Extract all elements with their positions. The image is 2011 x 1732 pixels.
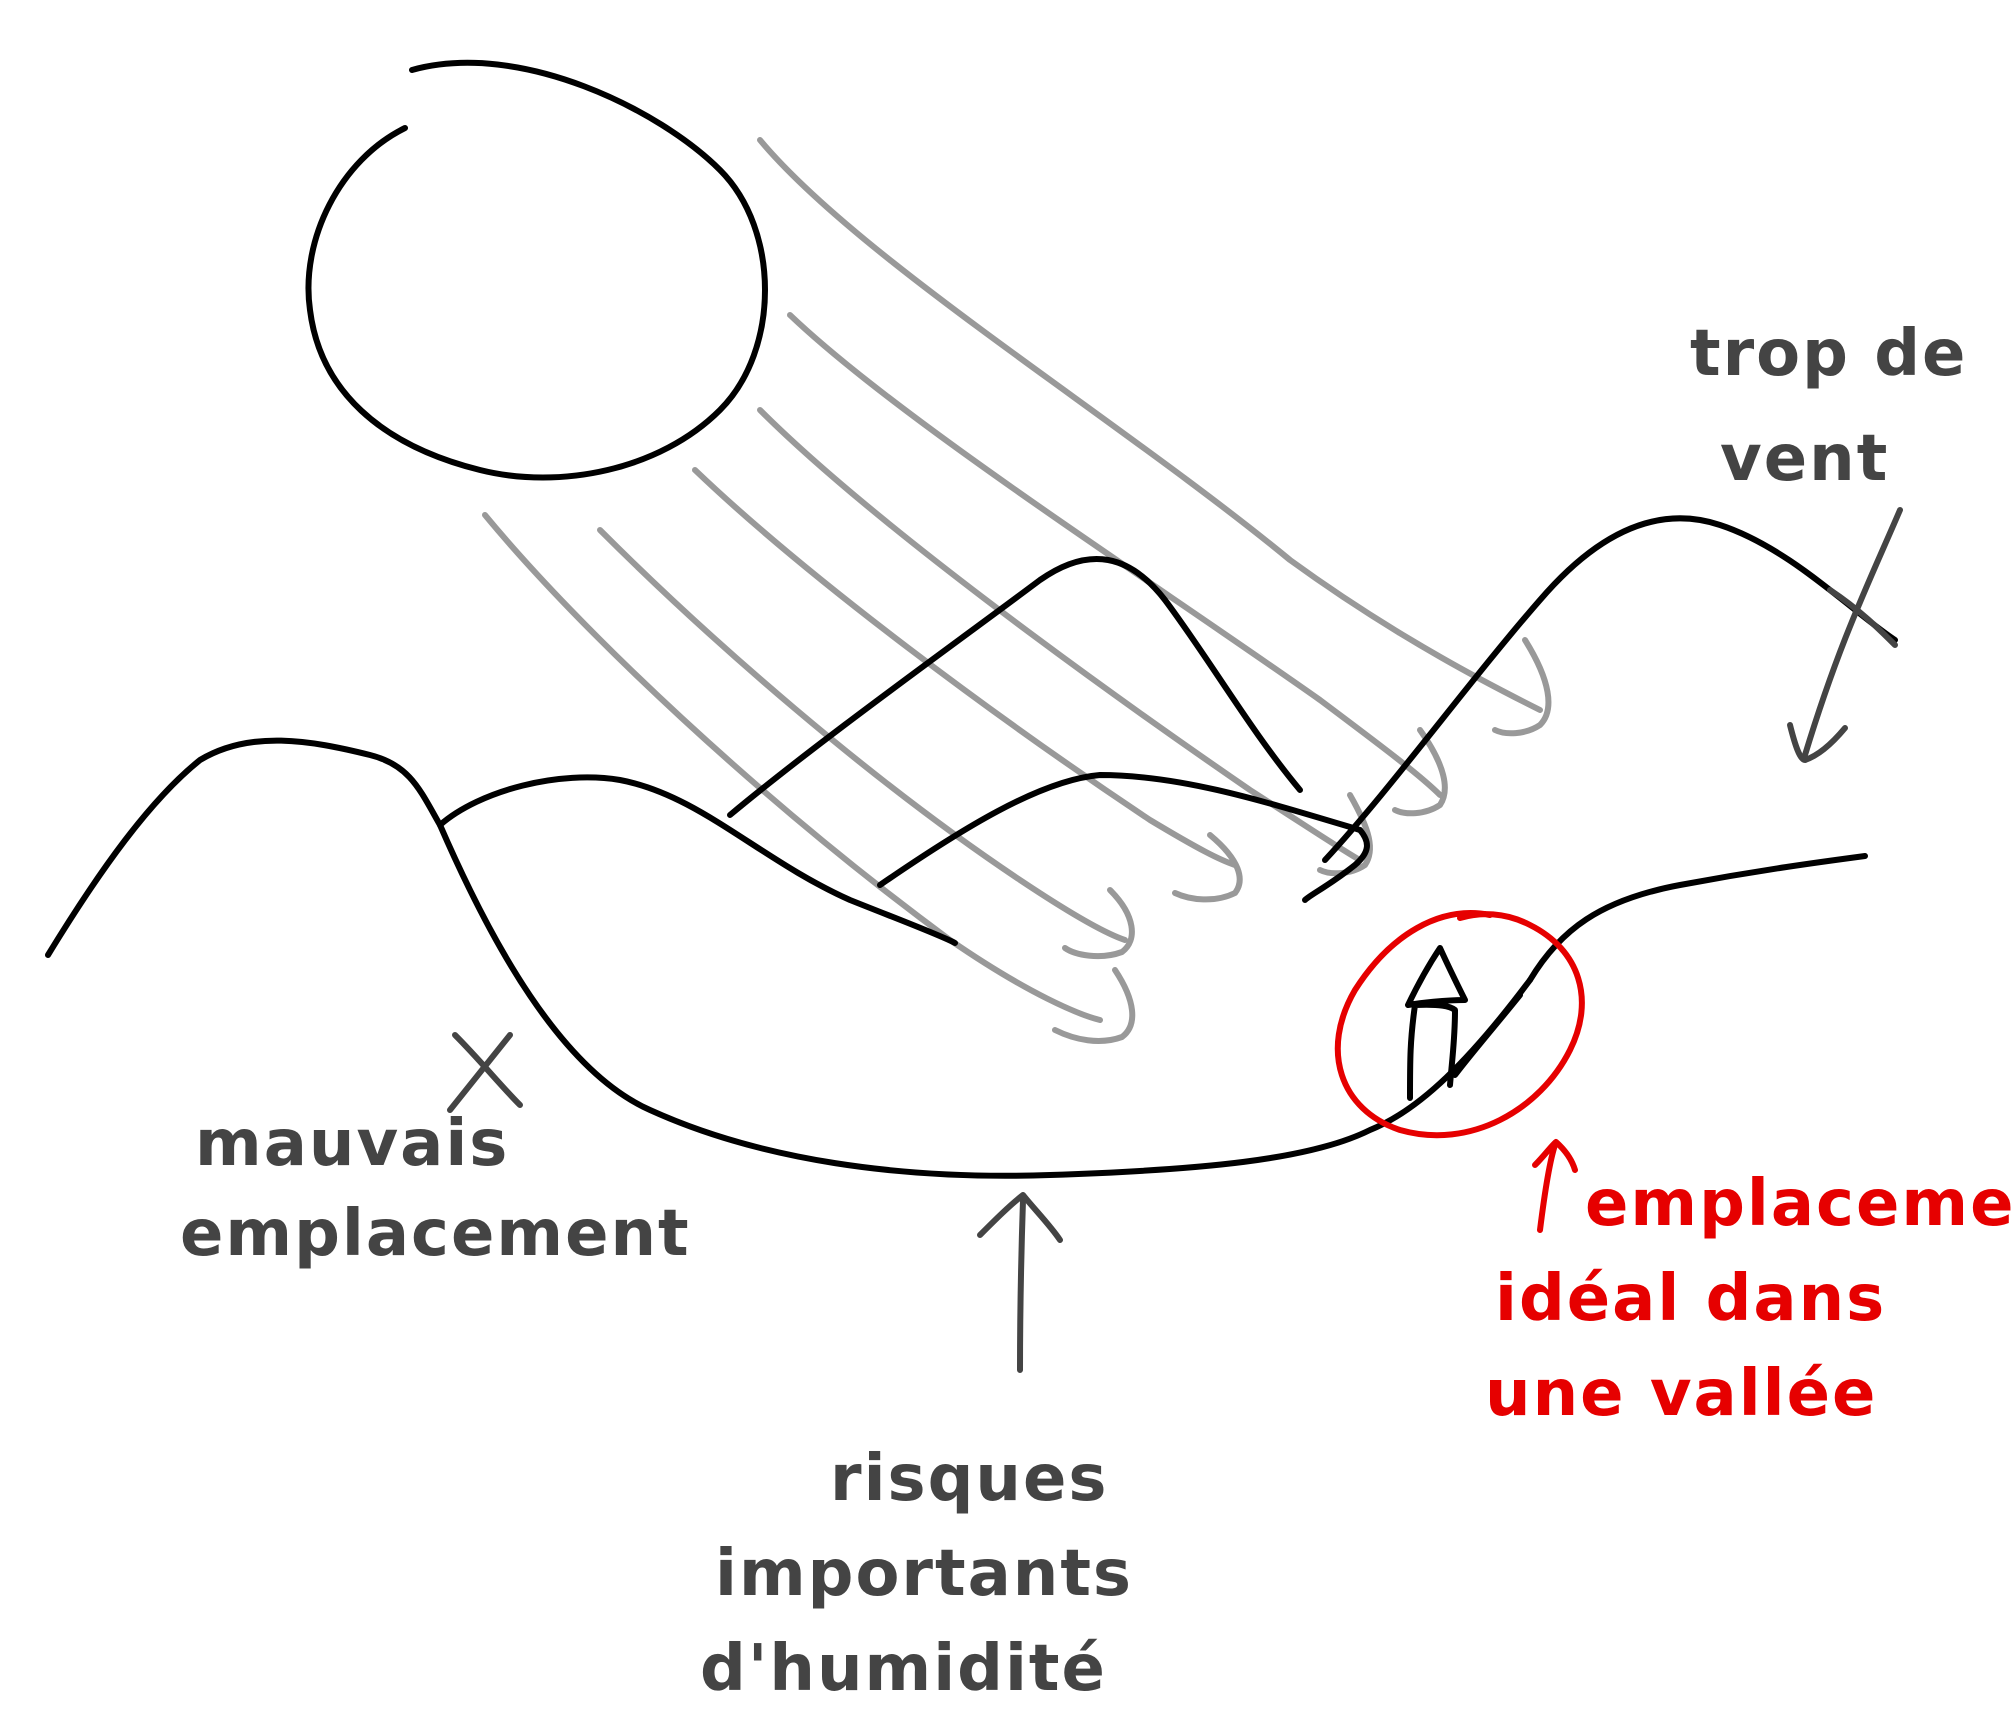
sun-icon (305, 59, 768, 481)
sun-ray (787, 312, 1443, 798)
right-mountain (1322, 515, 1898, 863)
house-icon (1405, 945, 1523, 1101)
x-mark-icon (1827, 587, 1898, 648)
sun-ray-arrowhead (1392, 727, 1448, 817)
humidity-arrow-shaft (1017, 1197, 1026, 1373)
label-ideal-location-line-2: idéal dans (1495, 1262, 1886, 1336)
label-wind-line-1: trop de (1690, 317, 1967, 391)
far-hill (727, 556, 1303, 818)
sun-ray (757, 407, 1363, 863)
label-humidity-line-2: importants (715, 1537, 1133, 1611)
sun-ray (692, 467, 1238, 868)
sun-ray-arrowhead (1492, 637, 1552, 737)
label-ideal-location-line-3: une vallée (1485, 1357, 1877, 1431)
mid-ridge (1302, 827, 1370, 903)
sun-ray (757, 137, 1543, 713)
sun-ray-arrowhead (1052, 967, 1136, 1044)
label-humidity: risques importants d'humidité (700, 1442, 1133, 1706)
ideal-location-highlight (1334, 910, 1585, 1139)
sun-ray (597, 527, 1128, 943)
sun-ray-arrowhead (1062, 887, 1135, 960)
label-humidity-line-1: risques (830, 1442, 1108, 1516)
landscape (45, 515, 1898, 1179)
humidity-arrow-head (977, 1192, 1063, 1243)
left-hill (45, 737, 443, 958)
label-wind-line-2: vent (1720, 422, 1889, 496)
front-hill (437, 774, 958, 946)
wind-arrow-shaft (1802, 507, 1903, 758)
wind-arrow (1787, 507, 1903, 763)
right-slope (1527, 853, 1868, 983)
label-wind: trop de vent (1690, 317, 1967, 496)
x-mark-icon (447, 1032, 523, 1113)
label-bad-location: mauvais emplacement (180, 1107, 691, 1271)
mid-hill (877, 772, 1363, 888)
label-bad-location-line-1: mauvais (195, 1107, 509, 1181)
wind-arrow-head (1787, 722, 1848, 763)
sun-rays (482, 137, 1552, 1044)
label-humidity-line-3: d'humidité (700, 1632, 1107, 1706)
ideal-location-arrow (1532, 1139, 1578, 1233)
humidity-arrow (977, 1192, 1063, 1373)
label-bad-location-line-2: emplacement (180, 1197, 691, 1271)
valley-floor (437, 822, 1533, 1179)
sun-ray (482, 512, 1103, 1023)
sun-ray-arrowhead (1172, 832, 1243, 903)
label-ideal-location: emplacement idéal dans une vallée (1485, 1167, 2011, 1431)
label-ideal-location-line-1: emplacement (1585, 1167, 2011, 1241)
